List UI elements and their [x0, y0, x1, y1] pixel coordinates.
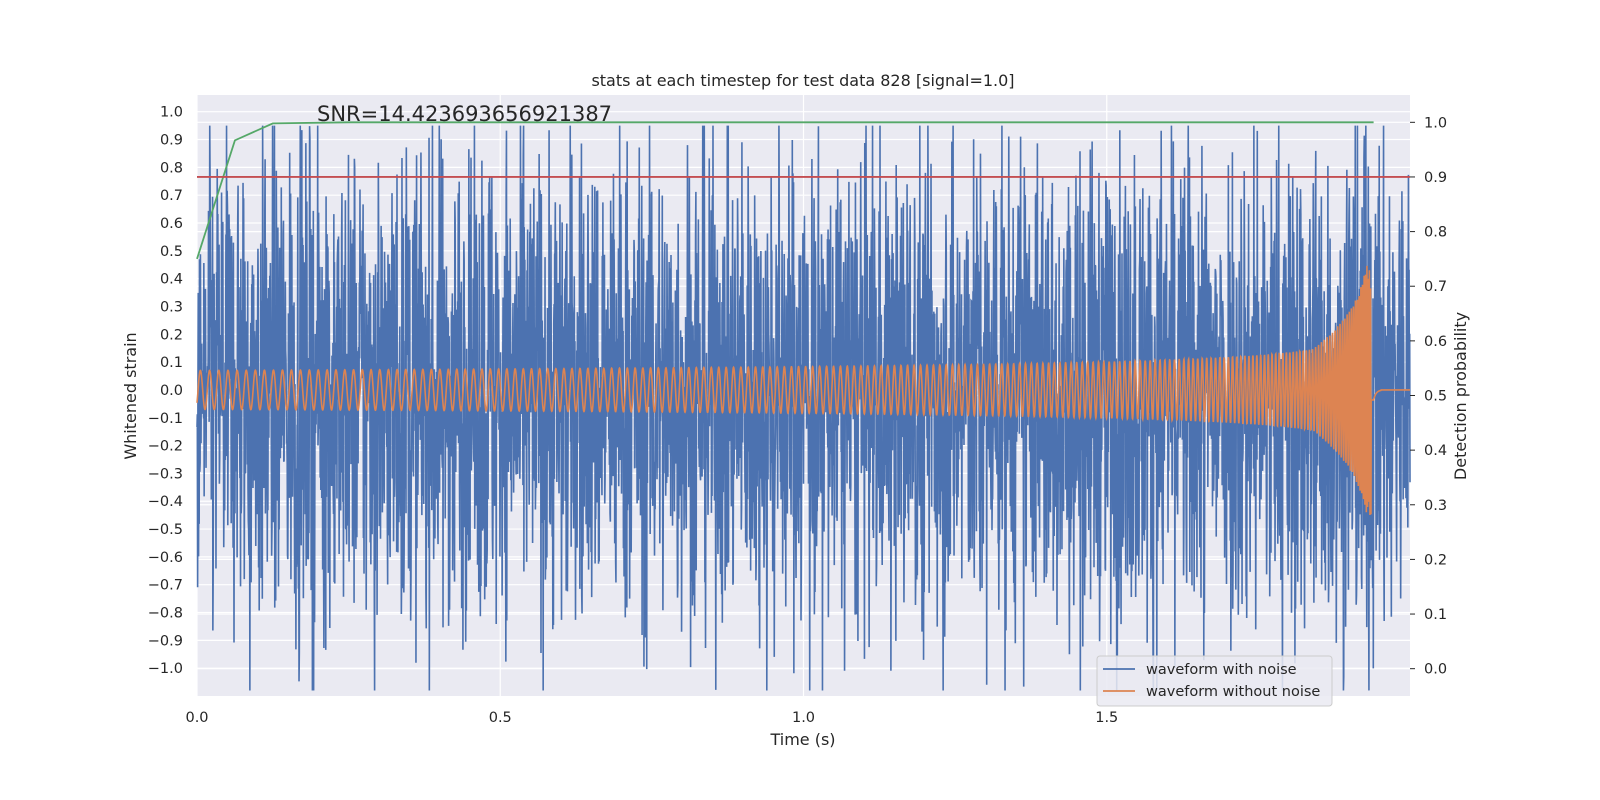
- y-tick-label-left: 0.4: [160, 272, 183, 288]
- y-tick-label-left: 0.1: [160, 355, 183, 371]
- y-tick-label-left: −0.1: [148, 411, 183, 427]
- x-tick-labels: 0.0 0.5 1.0 1.5: [185, 710, 1118, 726]
- y-tick-labels-right: 1.0 0.9 0.8 0.7 0.6 0.5 0.4 0.3 0.2 0.1 0.0: [1410, 115, 1447, 678]
- y-tick-labels-left: 1.0 0.9 0.8 0.7 0.6 0.5 0.4 0.3 0.2 0.1 0.0 −0.1 −0.…: [148, 105, 183, 677]
- y-tick-label-right: 0.3: [1424, 498, 1447, 514]
- series-detection-probability: [196, 121, 1374, 260]
- y-tick-label-left: −0.3: [148, 466, 183, 482]
- x-tick-label: 0.0: [185, 710, 208, 726]
- plot-lines: [196, 121, 1411, 691]
- y-tick-label-left: −0.2: [148, 439, 183, 455]
- y-tick-label-left: −0.6: [148, 550, 183, 566]
- y-tick-label-right: 0.7: [1424, 279, 1447, 295]
- y-tick-label-left: −1.0: [148, 661, 183, 677]
- y-tick-label-right: 0.1: [1424, 607, 1447, 623]
- series-waveform-with-noise: [196, 125, 1411, 691]
- y-tick-label-left: −0.9: [148, 633, 183, 649]
- y-tick-label-left: −0.8: [148, 606, 183, 622]
- y-tick-label-right: 0.0: [1424, 662, 1447, 678]
- legend: waveform with noise waveform without noi…: [1096, 655, 1333, 707]
- x-axis-label: Time (s): [769, 730, 835, 749]
- y-tick-label-left: −0.5: [148, 522, 183, 538]
- y-tick-label-right: 0.6: [1424, 334, 1447, 350]
- y-tick-label-left: 0.7: [160, 188, 183, 204]
- y-tick-label-left: 0.6: [160, 216, 183, 232]
- y-tick-label-left: −0.7: [148, 578, 183, 594]
- y-tick-label-left: 0.5: [160, 244, 183, 260]
- y-tick-label-left: 0.3: [160, 299, 183, 315]
- x-tick-label: 1.5: [1095, 710, 1118, 726]
- chart-title: stats at each timestep for test data 828…: [591, 71, 1014, 90]
- y-tick-label-left: 0.0: [160, 383, 183, 399]
- y-axis-label-right: Detection probability: [1451, 312, 1470, 480]
- y-tick-label-left: 0.8: [160, 160, 183, 176]
- y-tick-label-right: 1.0: [1424, 115, 1447, 131]
- y-tick-label-left: −0.4: [148, 494, 183, 510]
- legend-box: [1096, 655, 1333, 707]
- y-tick-label-right: 0.2: [1424, 552, 1447, 568]
- legend-label-noise: waveform with noise: [1146, 662, 1297, 678]
- y-tick-label-left: 0.2: [160, 327, 183, 343]
- snr-annotation: SNR=14.423693656921387: [317, 102, 612, 126]
- legend-label-clean: waveform without noise: [1146, 684, 1320, 700]
- y-tick-label-left: 1.0: [160, 105, 183, 121]
- y-tick-label-right: 0.8: [1424, 225, 1447, 241]
- y-tick-label-right: 0.5: [1424, 389, 1447, 405]
- y-tick-label-left: 0.9: [160, 133, 183, 149]
- series-waveform-without-noise: [196, 265, 1410, 515]
- y-axis-label-left: Whitened strain: [121, 332, 140, 459]
- y-tick-label-right: 0.4: [1424, 443, 1447, 459]
- x-tick-label: 1.0: [792, 710, 815, 726]
- x-tick-label: 0.5: [489, 710, 512, 726]
- y-tick-label-right: 0.9: [1424, 170, 1447, 186]
